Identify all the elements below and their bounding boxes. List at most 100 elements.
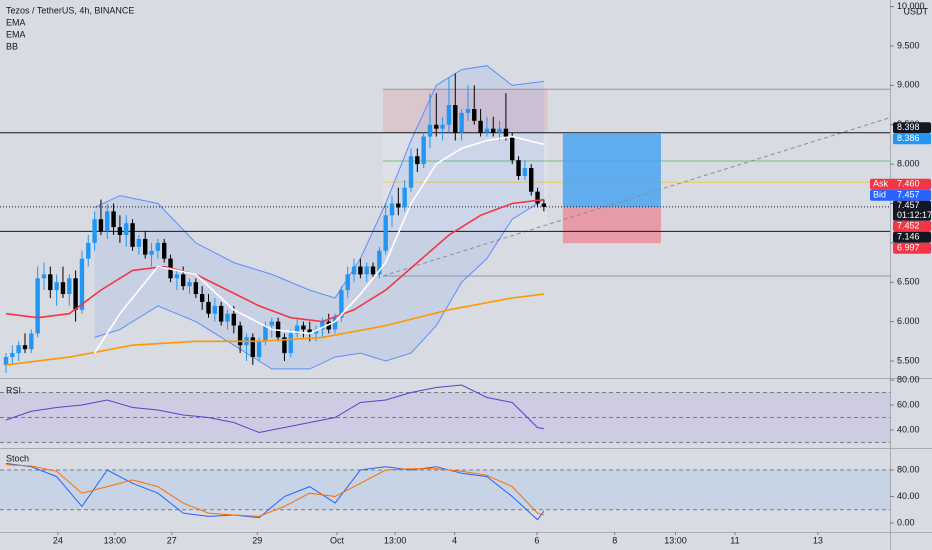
candle-body [136,238,142,247]
candle-body [86,242,91,259]
indicator-line [93,135,545,354]
candle-body [415,156,420,165]
candle-body [225,313,230,322]
x-tick-label: 29 [252,535,262,545]
candle-body [60,282,66,295]
candle-body [522,168,528,176]
y-tick-label: 80.00 [897,374,920,384]
candle-body [41,274,47,279]
candle-body [503,128,509,137]
price-badge [870,189,931,201]
trendline [382,117,891,277]
candle-body [440,124,445,129]
unit-label: USDT [904,6,929,16]
candle-body [29,333,34,350]
candle-body [174,274,180,279]
position-target [562,133,661,207]
candle-body [117,227,123,235]
badge-label: 6.997 [897,243,920,253]
candle-body [16,345,21,354]
candle-body [459,112,464,133]
price-badge [870,178,931,190]
candle-body [282,337,287,354]
candle-body [510,136,515,161]
candle-body [491,128,496,133]
candle-body [206,301,211,314]
candle-body [212,305,218,314]
candle-body [237,325,243,346]
x-tick-label: 13:00 [664,535,687,545]
candle-body [453,105,458,133]
candle-body [307,329,312,334]
candle-body [472,108,477,121]
candle-body [256,341,262,358]
y-tick-label: 9.000 [897,80,920,90]
band-fill [0,470,890,510]
candle-body [155,242,161,251]
badge-label: 7.460 [897,179,920,189]
candle-body [48,274,53,291]
candle-body [218,305,224,322]
candle-body [250,337,255,358]
x-tick-label: 13 [813,535,823,545]
chart-title: Tezos / TetherUS, 4h, BINANCE [6,5,134,15]
pane-title: RSI [6,385,21,395]
candle-body [320,321,325,330]
candle-body [389,203,395,216]
x-tick-label: 11 [730,535,739,545]
x-tick-label: Oct [330,535,345,545]
y-tick-label: 8.000 [897,158,920,168]
candle-body [478,120,483,133]
candle-body [193,282,199,295]
candle-body [364,266,369,275]
candle-body [377,250,382,275]
badge-label: 7.457 [897,190,920,200]
candle-body [370,266,376,275]
badge-label: 7.457 [897,200,920,210]
candle-body [67,278,72,295]
badge-label: 7.146 [897,232,920,242]
x-tick-label: 13:00 [104,535,127,545]
y-tick-label: 40.00 [897,491,920,501]
price-badge [893,133,931,145]
x-tick-label: 4 [452,535,457,545]
indicator-line [5,293,544,366]
candle-body [35,278,40,334]
candle-body [516,160,521,176]
candle-body [421,136,426,165]
candle-body [3,357,9,365]
candle-body [396,203,401,208]
y-tick-label: 60.00 [897,399,920,409]
candle-body [313,329,319,334]
price-badge [893,200,931,221]
candle-body [358,266,363,275]
candle-body [180,274,186,287]
candle-body [446,105,452,125]
badge-label: 8.398 [897,122,920,132]
candle-body [465,108,471,113]
x-tick-label: 6 [534,535,539,545]
y-tick-label: 10.000 [897,1,925,11]
candle-body [529,168,534,192]
y-tick-label: 6.000 [897,316,920,326]
candle-body [54,282,59,291]
legend-entry: EMA [6,17,26,27]
badge-label: 8.386 [897,133,920,143]
pane-title: Stoch [6,453,29,463]
legend-entry: BB [6,41,18,51]
candle-body [351,266,357,275]
candle-body [22,345,28,350]
y-tick-label: 0.00 [897,517,915,527]
candle-body [288,333,293,354]
x-tick-label: 8 [612,535,617,545]
y-tick-label: 40.00 [897,424,920,434]
oscillator-line [5,462,545,521]
candle-body [294,325,300,334]
price-badge [893,242,931,254]
y-tick-label: 6.500 [897,277,920,287]
candle-body [111,211,116,228]
candle-body [187,282,192,287]
badge-countdown: 01:12:17 [897,210,932,220]
